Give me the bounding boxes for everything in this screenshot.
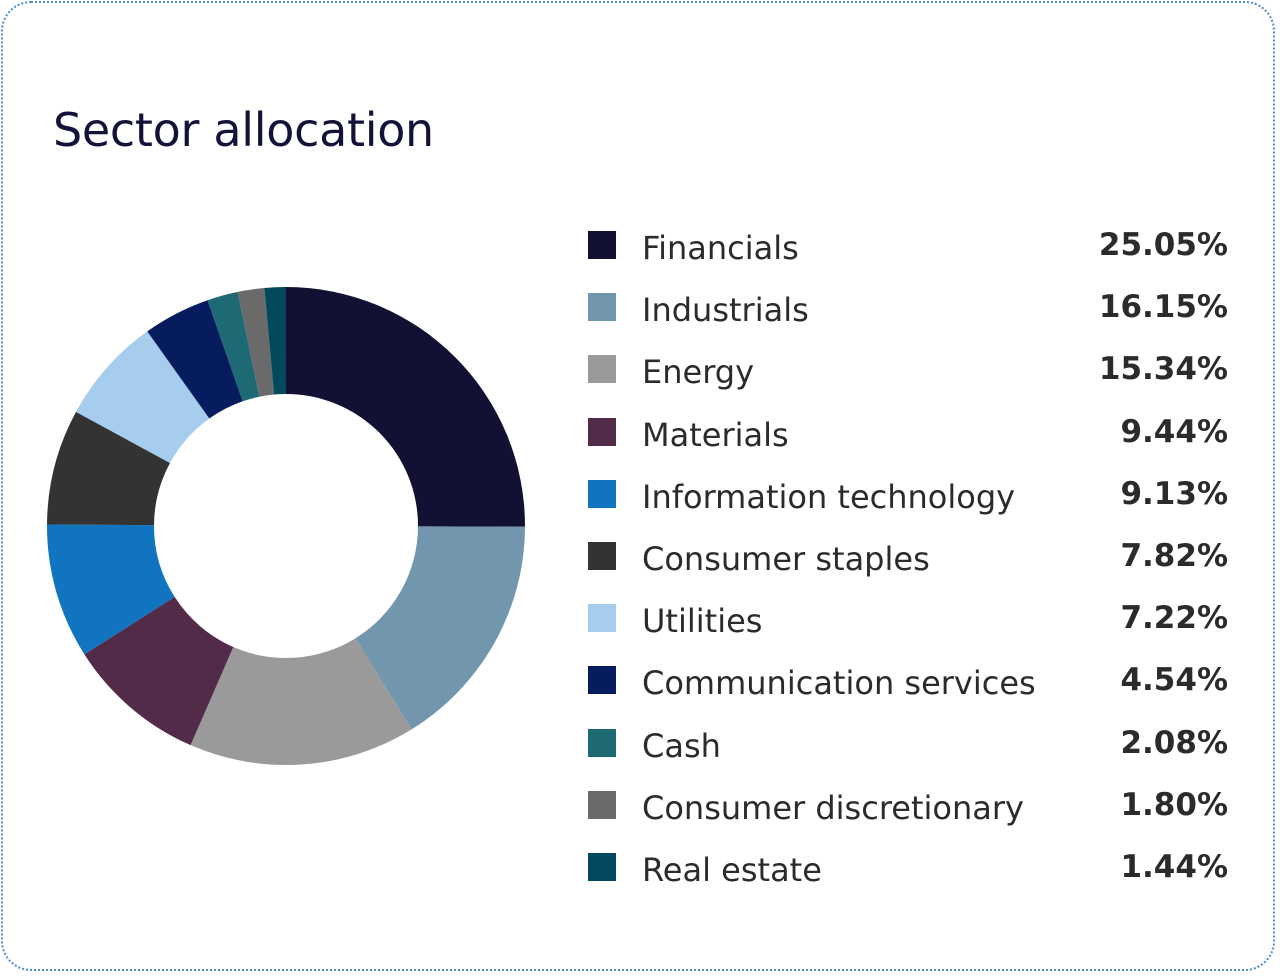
- legend-label: Information technology: [642, 477, 1016, 516]
- legend-swatch: [588, 417, 616, 446]
- legend-swatch: [588, 541, 616, 570]
- legend-label: Financials: [642, 229, 799, 267]
- legend-item-financials: Financials 25.05%: [588, 218, 1228, 280]
- legend-swatch: [588, 666, 616, 695]
- legend-swatch: [588, 852, 616, 881]
- legend-item-real-estate: Real estate 1.44%: [588, 840, 1228, 902]
- chart-title: Sector allocation: [53, 103, 434, 157]
- legend-label: Materials: [642, 415, 789, 454]
- legend-value: 4.54%: [1120, 662, 1228, 699]
- legend-value: 16.15%: [1098, 289, 1228, 326]
- legend-item-energy: Energy 15.34%: [588, 342, 1228, 404]
- legend-swatch: [588, 604, 616, 633]
- legend-value: 2.08%: [1120, 724, 1228, 761]
- legend-swatch: [588, 728, 616, 757]
- legend-swatch: [588, 293, 616, 322]
- legend-swatch: [588, 355, 616, 384]
- legend-value: 1.44%: [1120, 848, 1228, 885]
- legend-item-industrials: Industrials 16.15%: [588, 280, 1228, 342]
- legend-value: 9.44%: [1120, 413, 1228, 450]
- legend-label: Real estate: [642, 850, 822, 889]
- legend-swatch: [588, 790, 616, 819]
- legend-value: 25.05%: [1098, 227, 1228, 263]
- legend-value: 1.80%: [1120, 786, 1228, 823]
- legend-value: 7.82%: [1120, 537, 1228, 574]
- legend-label: Consumer staples: [642, 539, 930, 578]
- legend-value: 15.34%: [1098, 351, 1228, 388]
- legend-swatch: [588, 479, 616, 508]
- legend-value: 7.22%: [1120, 600, 1228, 637]
- legend-label: Consumer discretionary: [642, 788, 1024, 827]
- legend-label: Utilities: [642, 602, 763, 641]
- legend-item-information-technology: Information technology 9.13%: [588, 467, 1228, 529]
- legend-item-consumer-discretionary: Consumer discretionary 1.80%: [588, 778, 1228, 840]
- legend-item-consumer-staples: Consumer staples 7.82%: [588, 529, 1228, 591]
- legend-label: Energy: [642, 353, 755, 392]
- legend-item-cash: Cash 2.08%: [588, 716, 1228, 778]
- legend-label: Industrials: [642, 291, 809, 330]
- legend-label: Cash: [642, 726, 721, 765]
- legend-swatch: [588, 231, 616, 259]
- legend: Financials 25.05% Industrials 16.15% Energy 1…: [588, 218, 1228, 902]
- legend-value: 9.13%: [1120, 475, 1228, 512]
- legend-item-utilities: Utilities 7.22%: [588, 591, 1228, 653]
- legend-item-communication-services: Communication services 4.54%: [588, 653, 1228, 715]
- legend-label: Communication services: [642, 664, 1036, 703]
- legend-item-materials: Materials 9.44%: [588, 405, 1228, 467]
